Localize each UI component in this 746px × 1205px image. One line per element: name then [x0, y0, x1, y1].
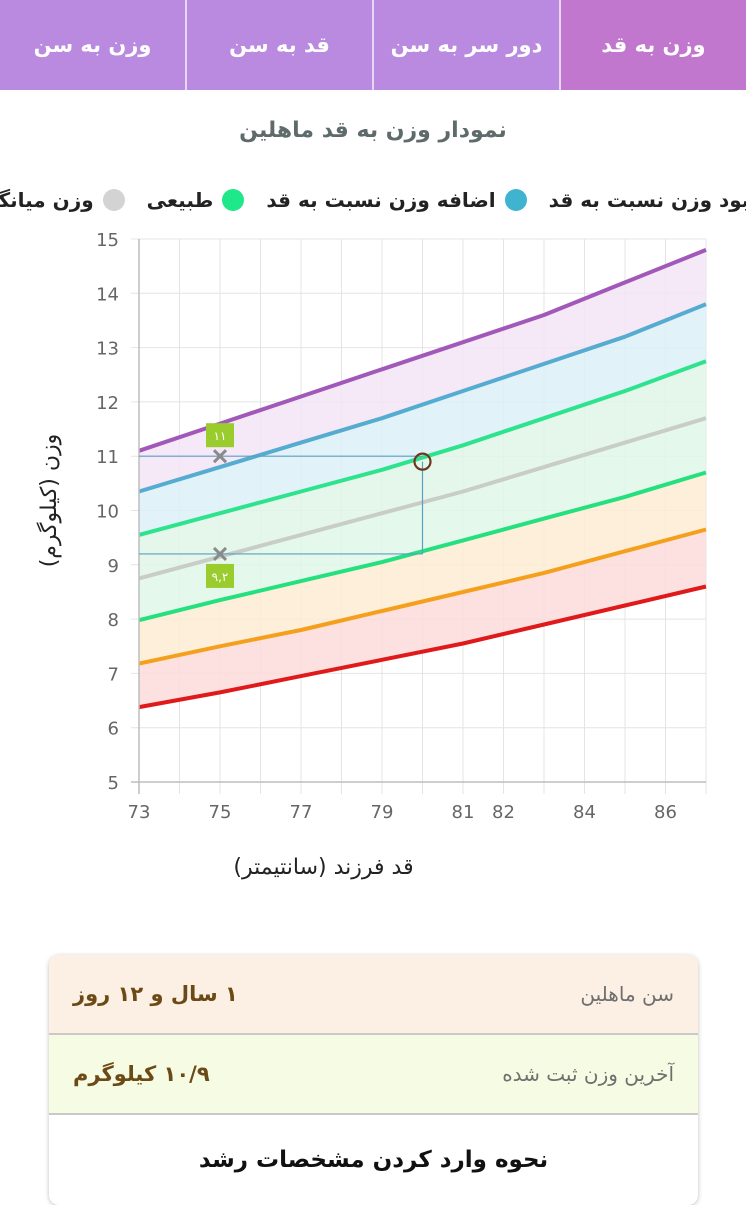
- legend-dot: [222, 189, 245, 211]
- chart-title: نمودار وزن به قد ماهلین: [239, 118, 507, 143]
- y-tick-label: 10: [96, 502, 119, 523]
- y-tick-label: 6: [108, 719, 119, 740]
- x-tick-label: 79: [371, 802, 394, 823]
- x-axis-title: قد فرزند (سانتیمتر): [233, 855, 413, 880]
- tab-weight-for-age[interactable]: وزن به سن: [33, 33, 152, 57]
- x-tick-label: 81: [452, 802, 475, 823]
- age-value: ۱ سال و ۱۲ روز: [73, 982, 238, 1006]
- info-card: سن ماهلین ۱ سال و ۱۲ روز آخرین وزن ثبت ش…: [49, 955, 698, 1205]
- x-tick-label: 86: [654, 802, 677, 823]
- growth-guide-button[interactable]: نحوه وارد کردن مشخصات رشد: [198, 1147, 549, 1173]
- y-tick-label: 12: [96, 393, 119, 414]
- age-row: سن ماهلین ۱ سال و ۱۲ روز: [49, 955, 698, 1035]
- x-tick-label: 84: [573, 802, 596, 823]
- tab-weight-for-height[interactable]: وزن به قد: [559, 0, 746, 90]
- legend-item-overweight[interactable]: اضافه وزن نسبت به قد: [266, 188, 527, 212]
- reference-cross-marker: ۱۱: [206, 423, 234, 464]
- legend-label: وزن میانگین: [0, 188, 94, 212]
- age-label: سن ماهلین: [580, 982, 674, 1006]
- y-tick-label: 13: [96, 339, 119, 360]
- marker-label: ۱۱: [214, 429, 227, 443]
- weight-value: ۱۰/۹ کیلوگرم: [73, 1062, 210, 1086]
- series-line: [138, 248, 707, 453]
- tab-head-for-age[interactable]: دور سر به سن: [372, 0, 559, 90]
- legend-label: کمبود وزن نسبت به قد: [548, 188, 746, 212]
- series-line: [138, 359, 707, 537]
- chart-legend: کمبود وزن نسبت به قد اضافه وزن نسبت به ق…: [0, 188, 746, 228]
- legend-dot: [504, 189, 527, 211]
- legend-item-normal[interactable]: طبیعی: [147, 188, 245, 212]
- weight-label: آخرین وزن ثبت شده: [502, 1062, 674, 1086]
- zone-band: [139, 304, 706, 535]
- zone-band: [139, 249, 706, 492]
- x-tick-label: 73: [128, 802, 151, 823]
- weight-for-height-chart: 5 6 7 8 9 10 11 12 13 14 15 73 75 77 79 81 82 84 86 قد فرزن…: [36, 230, 707, 880]
- legend-item-underweight[interactable]: کمبود وزن نسبت به قد: [549, 188, 746, 212]
- y-tick-label: 7: [108, 664, 119, 685]
- marker-label-box: [206, 563, 234, 588]
- legend-item-average[interactable]: وزن میانگین: [0, 188, 125, 212]
- y-tick-label: 11: [96, 447, 119, 468]
- legend-dot: [102, 189, 125, 211]
- y-tick-label: 5: [108, 773, 119, 794]
- tab-height-for-age[interactable]: قد به سن: [185, 0, 372, 90]
- series-line: [138, 527, 707, 666]
- legend-label: اضافه وزن نسبت به قد: [266, 188, 496, 212]
- y-tick-label: 9: [108, 556, 119, 577]
- series-line: [138, 584, 707, 710]
- reference-cross-marker: ۹,۲: [206, 546, 234, 588]
- y-axis-title: وزن (کیلوگرم): [36, 434, 62, 568]
- legend-label: طبیعی: [146, 188, 214, 212]
- y-tick-label: 14: [96, 284, 119, 305]
- weight-row: آخرین وزن ثبت شده ۱۰/۹ کیلوگرم: [49, 1035, 698, 1115]
- zone-band: [139, 472, 706, 664]
- cross-icon: [212, 449, 228, 464]
- zone-band: [139, 529, 706, 708]
- tab-bar: وزن به سن قد به سن دور سر به سن وزن به ق…: [0, 0, 746, 90]
- x-tick-label: 82: [492, 802, 515, 823]
- x-tick-label: 75: [209, 802, 232, 823]
- current-weight-point: [413, 452, 432, 471]
- y-tick-label: 15: [96, 230, 119, 251]
- y-tick-label: 8: [108, 610, 119, 631]
- cross-icon: [212, 546, 228, 562]
- series-line: [138, 302, 707, 494]
- x-tick-label: 77: [290, 802, 313, 823]
- marker-label-box: [206, 423, 234, 448]
- marker-label: ۹,۲: [212, 570, 229, 584]
